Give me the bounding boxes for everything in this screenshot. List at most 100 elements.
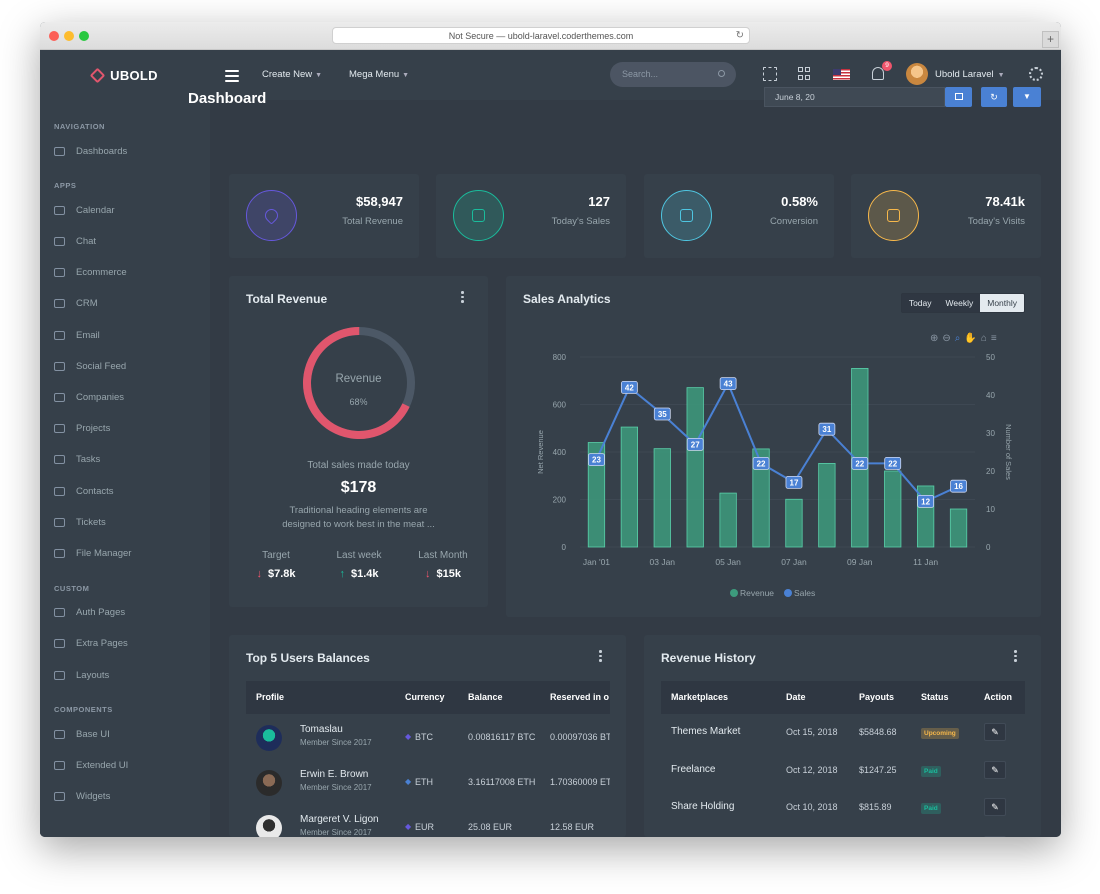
- more-options-icon[interactable]: [599, 650, 602, 664]
- sidebar-item-base-ui[interactable]: Base UI: [54, 727, 110, 741]
- table-row[interactable]: Themes Market Oct 15, 2018 $5848.68 Upcomin…: [661, 722, 1025, 752]
- date-range-input[interactable]: June 8, 20: [764, 87, 945, 107]
- notification-badge: 9: [882, 61, 892, 71]
- sidebar-item-widgets[interactable]: Widgets: [54, 790, 110, 804]
- bell-icon[interactable]: [872, 67, 884, 80]
- zoom-in-icon[interactable]: ⊕: [930, 333, 939, 344]
- total-revenue-title: Total Revenue: [246, 292, 328, 306]
- data-label-box: [588, 453, 605, 467]
- table-row[interactable]: Freelance Oct 12, 2018 $1247.25 Paid ✎: [661, 760, 1025, 790]
- sales-point-10: 12: [917, 494, 935, 508]
- sidebar-item-extra-pages[interactable]: Extra Pages: [54, 637, 128, 651]
- sidebar-item-calendar[interactable]: Calendar: [54, 203, 115, 217]
- filter-button[interactable]: ▼: [1013, 87, 1041, 107]
- chat-icon: [54, 236, 65, 246]
- sidebar-item-layouts[interactable]: Layouts: [54, 668, 109, 682]
- stat-label: Conversion: [769, 216, 818, 227]
- edit-button[interactable]: ✎: [984, 760, 1006, 779]
- gear-icon[interactable]: [1029, 67, 1043, 81]
- page-title: Dashboard: [188, 90, 267, 107]
- pan-icon[interactable]: ✋: [964, 333, 977, 344]
- y2-tick-label: 10: [986, 505, 995, 514]
- revenue-bar-3: [686, 387, 704, 548]
- sidebar-item-extended-ui[interactable]: Extended UI: [54, 758, 128, 772]
- mega-menu[interactable]: Mega Menu ▼: [349, 69, 409, 80]
- edit-button[interactable]: ✎: [984, 835, 1006, 837]
- minimize-window-button[interactable]: [64, 31, 74, 41]
- col-marketplaces: Marketplaces: [671, 692, 729, 702]
- widgets-icon: [54, 792, 65, 802]
- sidebar-item-dashboards[interactable]: Dashboards: [54, 144, 127, 158]
- balance: 0.00816117 BTC: [468, 732, 536, 742]
- home-icon[interactable]: ⌂: [980, 333, 987, 344]
- stat-label: Today's Visits: [967, 216, 1025, 227]
- legend-label-revenue[interactable]: Revenue: [740, 588, 774, 598]
- legend-marker: [730, 589, 738, 597]
- close-window-button[interactable]: [49, 31, 59, 41]
- table-row[interactable]: Envato's AffiliatesOct 03, 2018$248.75Ov…: [661, 835, 1025, 837]
- sidebar-item-tickets[interactable]: Tickets: [54, 515, 106, 529]
- x-tick-label: Jan '01: [583, 557, 610, 567]
- x-tick-label: 07 Jan: [781, 557, 807, 567]
- sidebar-item-social-feed[interactable]: Social Feed: [54, 359, 126, 373]
- tab-today[interactable]: Today: [901, 294, 939, 312]
- stat-value: $58,947: [356, 194, 403, 209]
- menu-toggle-icon[interactable]: [225, 70, 239, 85]
- hamburger-menu-icon[interactable]: ≡: [990, 333, 997, 344]
- sidebar-item-label: Projects: [76, 423, 111, 435]
- zoom-out-icon[interactable]: ⊖: [942, 333, 951, 344]
- sidebar-item-auth-pages[interactable]: Auth Pages: [54, 606, 125, 620]
- sidebar-item-chat[interactable]: Chat: [54, 234, 96, 248]
- sidebar-item-companies[interactable]: Companies: [54, 390, 124, 404]
- edit-button[interactable]: ✎: [984, 723, 1006, 741]
- sales-point-6: 17: [785, 475, 803, 489]
- col-payouts: Payouts: [859, 692, 895, 702]
- sidebar-item-label: CRM: [76, 298, 98, 310]
- maximize-window-button[interactable]: [79, 31, 89, 41]
- table-row[interactable]: Share Holding Oct 10, 2018 $815.89 Paid ✎: [661, 797, 1025, 827]
- eye-icon: [868, 190, 919, 241]
- x-tick-label: 03 Jan: [650, 557, 676, 567]
- layouts-icon: [54, 670, 65, 680]
- sidebar-item-projects[interactable]: Projects: [54, 422, 110, 436]
- sidebar-item-email[interactable]: Email: [54, 328, 100, 342]
- user-avatar[interactable]: [906, 63, 928, 85]
- table-row[interactable]: Margeret V. Ligon Member Since 2017 ◆ EUR 25…: [246, 812, 610, 837]
- edit-button[interactable]: ✎: [984, 798, 1006, 817]
- table-row[interactable]: Erwin E. Brown Member Since 2017 ◆ ETH 3.161…: [246, 767, 610, 807]
- col-status: Status: [921, 692, 949, 702]
- us-flag-icon[interactable]: [833, 69, 850, 80]
- create-new-menu[interactable]: Create New ▼: [262, 69, 322, 80]
- fullscreen-icon[interactable]: [763, 67, 777, 81]
- sidebar-item-crm[interactable]: CRM: [54, 297, 98, 311]
- legend-marker: [784, 589, 792, 597]
- brand-logo[interactable]: UBOLD: [40, 50, 210, 100]
- companies-icon: [54, 392, 65, 402]
- calendar-icon: [954, 93, 963, 100]
- table-row[interactable]: Tomaslau Member Since 2017 ◆ BTC 0.00816117 …: [246, 722, 610, 762]
- sidebar-item-label: File Manager: [76, 547, 132, 559]
- refresh-button[interactable]: ↻: [981, 87, 1007, 107]
- new-tab-button[interactable]: +: [1042, 31, 1059, 48]
- tab-weekly[interactable]: Weekly: [938, 294, 981, 312]
- user-menu[interactable]: Ubold Laravel ▼: [935, 69, 1005, 80]
- sidebar-item-file-manager[interactable]: File Manager: [54, 546, 131, 560]
- donut-label: Revenue: [335, 373, 382, 385]
- logo-icon: [89, 67, 106, 83]
- search-input[interactable]: Search...: [610, 62, 736, 87]
- currency: ETH: [415, 777, 433, 787]
- legend-label-sales[interactable]: Sales: [794, 588, 815, 598]
- sidebar-item-contacts[interactable]: Contacts: [54, 484, 114, 498]
- address-bar[interactable]: Not Secure — ubold-laravel.coderthemes.c…: [332, 27, 750, 44]
- tab-monthly[interactable]: Monthly: [980, 294, 1024, 312]
- sidebar-item-ecommerce[interactable]: Ecommerce: [54, 266, 127, 280]
- calendar-button[interactable]: [945, 87, 972, 107]
- more-options-icon[interactable]: [461, 291, 464, 305]
- zoom-select-icon[interactable]: ⌕: [954, 333, 961, 344]
- stat-card-today-s-sales: 127 Today's Sales: [436, 174, 626, 258]
- revenue-donut: [303, 327, 415, 439]
- more-options-icon[interactable]: [1014, 650, 1017, 664]
- sidebar-item-tasks[interactable]: Tasks: [54, 453, 100, 467]
- apps-grid-icon[interactable]: [798, 67, 812, 81]
- reload-icon[interactable]: ↻: [735, 30, 744, 41]
